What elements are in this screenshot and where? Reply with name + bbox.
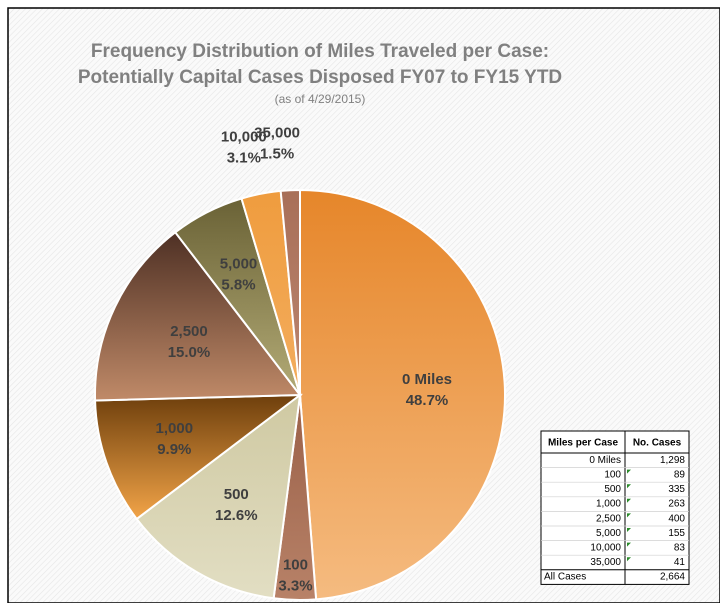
cell-flag (627, 542, 631, 547)
table-cell: 1,298 (660, 455, 685, 466)
slice-value: 48.7% (406, 392, 449, 409)
table-cell: 10,000 (590, 543, 621, 554)
table-footer: 2,664 (660, 572, 685, 583)
table-header-bg (540, 430, 690, 454)
pie-slice (94, 230, 302, 402)
cell-flag (627, 469, 631, 474)
table-footer: All Cases (544, 572, 586, 583)
slice-value: 3.1% (227, 150, 261, 167)
pie-slice (299, 188, 506, 601)
slice-category: 35,000 (254, 125, 300, 142)
table-cell: 263 (668, 499, 685, 510)
table-header: Miles per Case (548, 438, 618, 449)
table-cell: 0 Miles (589, 455, 621, 466)
slice-category: 500 (224, 486, 249, 503)
slice-category: 2,500 (170, 323, 208, 340)
table-cell: 155 (668, 528, 685, 539)
pie-slice (94, 393, 304, 521)
slice-value: 5.8% (221, 276, 255, 293)
slice-value: 9.9% (157, 441, 191, 458)
cell-flag (627, 513, 631, 518)
chart-title: Frequency Distribution of Miles Traveled… (91, 41, 549, 62)
table-cell: 41 (674, 557, 686, 568)
pie-slice (135, 392, 302, 600)
chart-subtitle: (as of 4/29/2015) (275, 92, 366, 106)
pie-slice (279, 188, 301, 396)
cell-flag (627, 484, 631, 489)
slice-category: 5,000 (220, 255, 258, 272)
cell-flag (627, 498, 631, 503)
table-cell: 1,000 (596, 499, 621, 510)
slice-value: 15.0% (168, 344, 211, 361)
chart-title: Potentially Capital Cases Disposed FY07 … (78, 67, 562, 88)
table-cell: 35,000 (590, 557, 621, 568)
table-cell: 335 (668, 484, 685, 495)
cell-flag (627, 557, 631, 562)
table-cell: 89 (674, 470, 686, 481)
slice-value: 3.3% (278, 577, 312, 594)
table-header: No. Cases (633, 438, 682, 449)
table-cell: 400 (668, 513, 685, 524)
slice-value: 12.6% (215, 507, 258, 524)
table-cell: 100 (604, 470, 621, 481)
table-cell: 500 (604, 484, 621, 495)
slice-category: 1,000 (156, 420, 194, 437)
table-cell: 83 (674, 543, 686, 554)
table-cell: 5,000 (596, 528, 621, 539)
slice-value: 1.5% (260, 146, 294, 163)
slice-category: 0 Miles (402, 371, 452, 388)
slice-category: 100 (283, 556, 308, 573)
slice-category: 10,000 (221, 129, 267, 146)
table-cell: 2,500 (596, 513, 621, 524)
cell-flag (627, 528, 631, 532)
